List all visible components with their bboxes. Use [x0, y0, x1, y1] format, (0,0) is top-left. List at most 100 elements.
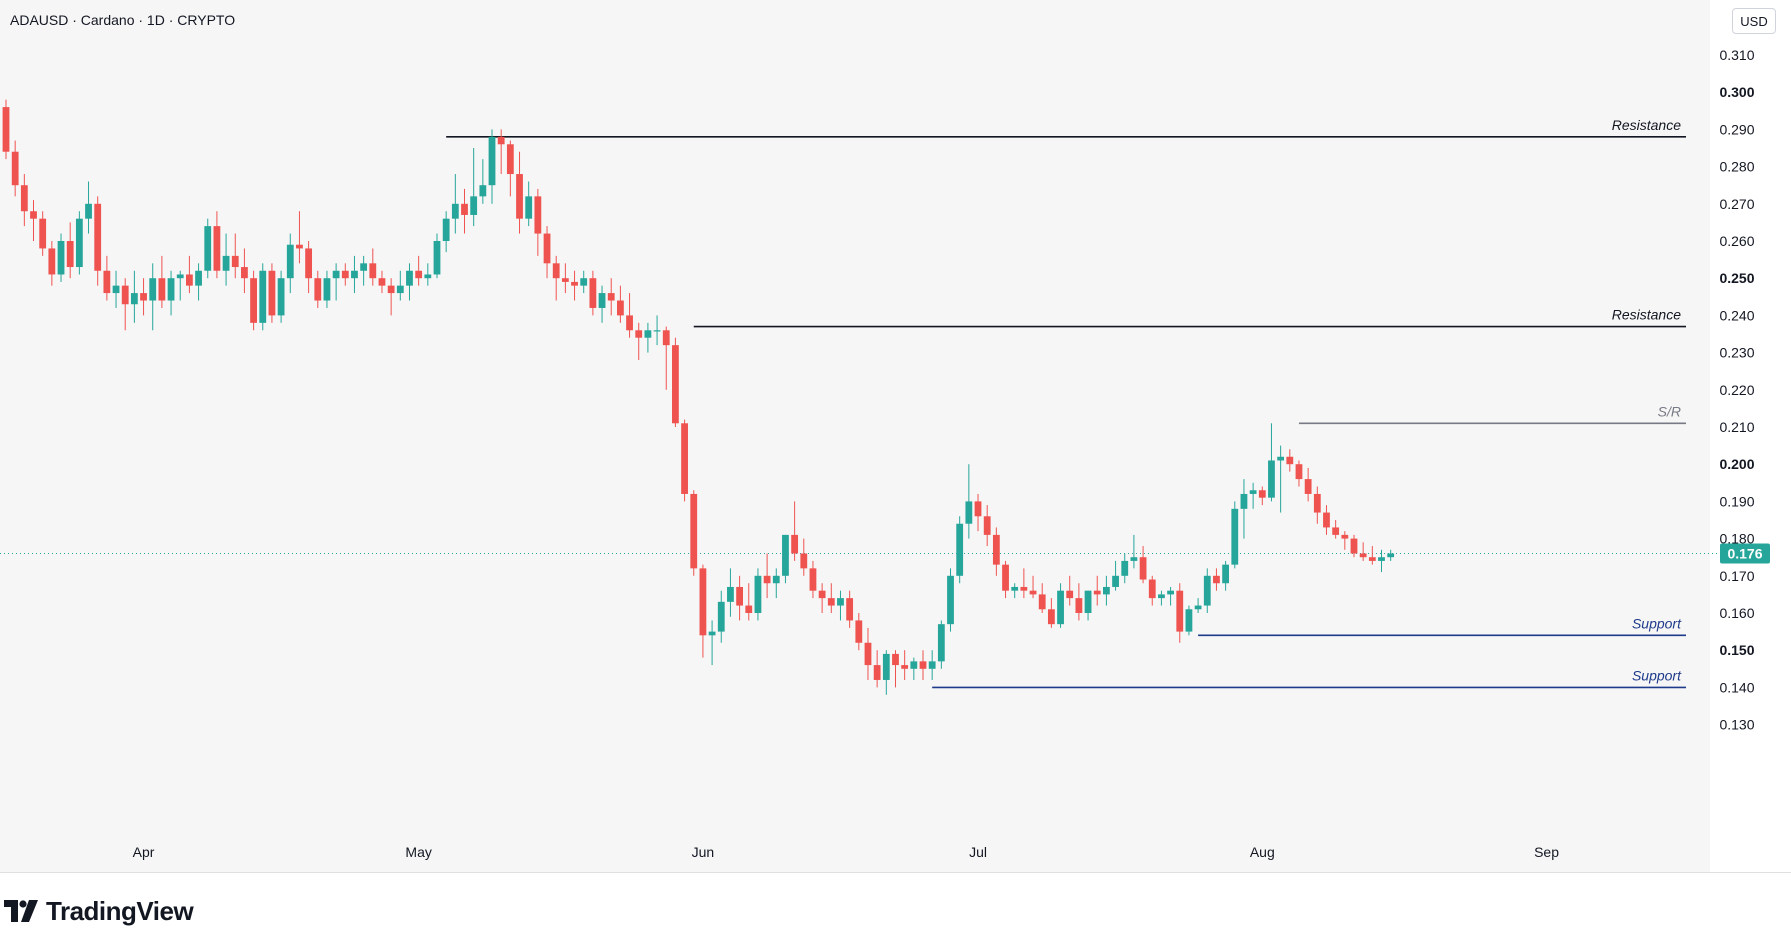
candle-down[interactable] — [892, 653, 899, 666]
candle-up[interactable] — [1222, 564, 1230, 584]
candle-up[interactable] — [1231, 508, 1239, 565]
candle-up[interactable] — [396, 285, 404, 294]
candle-up[interactable] — [470, 196, 478, 215]
candle-up[interactable] — [1203, 575, 1211, 606]
currency-button[interactable]: USD — [1732, 8, 1776, 34]
candle-up[interactable] — [782, 534, 789, 576]
candle-up[interactable] — [1268, 460, 1275, 498]
candle-down[interactable] — [250, 278, 257, 323]
candle-down[interactable] — [846, 598, 854, 621]
candle-down[interactable] — [1047, 609, 1055, 625]
candle-up[interactable] — [442, 218, 450, 241]
candle-up[interactable] — [360, 263, 368, 271]
candle-down[interactable] — [378, 278, 386, 286]
candle-up[interactable] — [1011, 586, 1019, 591]
candle-up[interactable] — [1167, 590, 1174, 595]
candle-up[interactable] — [1378, 557, 1385, 561]
candle-up[interactable] — [580, 278, 588, 286]
candle-down[interactable] — [681, 423, 688, 494]
candle-down[interactable] — [974, 501, 982, 517]
candle-down[interactable] — [818, 590, 826, 599]
candle-down[interactable] — [864, 642, 872, 666]
candle-down[interactable] — [1213, 575, 1220, 584]
candle-down[interactable] — [268, 270, 276, 316]
candle-down[interactable] — [186, 274, 193, 286]
candle-up[interactable] — [85, 203, 92, 219]
candle-up[interactable] — [323, 278, 331, 301]
chart-area[interactable] — [0, 0, 1710, 872]
candle-down[interactable] — [992, 534, 1000, 565]
candle-down[interactable] — [2, 107, 10, 152]
candle-down[interactable] — [305, 248, 313, 279]
candle-up[interactable] — [204, 226, 212, 271]
candle-up[interactable] — [1084, 590, 1092, 613]
candle-up[interactable] — [406, 270, 413, 286]
candle-up[interactable] — [167, 278, 175, 301]
candle-up[interactable] — [772, 575, 780, 584]
candle-down[interactable] — [745, 605, 753, 613]
candle-up[interactable] — [754, 575, 762, 613]
candle-up[interactable] — [488, 136, 496, 186]
candle-down[interactable] — [1350, 538, 1358, 554]
candle-down[interactable] — [20, 185, 28, 212]
candle-down[interactable] — [552, 263, 560, 279]
candle-down[interactable] — [1295, 464, 1303, 480]
candle-down[interactable] — [571, 281, 578, 286]
candle-down[interactable] — [791, 534, 799, 554]
candle-up[interactable] — [130, 293, 138, 305]
candle-down[interactable] — [39, 218, 47, 249]
candle-up[interactable] — [259, 270, 267, 323]
candle-down[interactable] — [241, 267, 248, 279]
candle-up[interactable] — [1277, 456, 1285, 461]
candle-down[interactable] — [1304, 479, 1312, 494]
candle-down[interactable] — [855, 620, 863, 643]
candle-down[interactable] — [1075, 598, 1083, 613]
candle-down[interactable] — [314, 278, 322, 301]
candle-down[interactable] — [213, 226, 221, 271]
candle-up[interactable] — [57, 241, 65, 275]
candle-up[interactable] — [1103, 586, 1110, 595]
candle-up[interactable] — [277, 278, 285, 316]
candle-up[interactable] — [1130, 557, 1138, 561]
candle-down[interactable] — [140, 293, 147, 301]
candle-up[interactable] — [286, 244, 294, 279]
candle-up[interactable] — [1057, 590, 1064, 625]
candle-down[interactable] — [1066, 590, 1074, 599]
candlestick-chart[interactable]: 0.310 0.300 0.290 0.280 0.270 0.260 0.250 0.240… — [0, 0, 1791, 872]
candle-down[interactable] — [919, 661, 927, 669]
candle-down[interactable] — [1002, 564, 1009, 591]
candle-down[interactable] — [1258, 490, 1266, 498]
candle-down[interactable] — [809, 568, 817, 591]
candle-down[interactable] — [607, 293, 615, 301]
candle-up[interactable] — [717, 601, 725, 632]
candle-down[interactable] — [158, 278, 166, 301]
candle-down[interactable] — [1029, 590, 1037, 595]
candle-down[interactable] — [763, 575, 771, 584]
candle-down[interactable] — [48, 248, 56, 275]
candle-down[interactable] — [662, 330, 670, 346]
candle-down[interactable] — [1139, 557, 1147, 580]
candle-down[interactable] — [901, 665, 909, 669]
candle-down[interactable] — [296, 244, 303, 249]
candle-down[interactable] — [1313, 493, 1321, 513]
candle-down[interactable] — [103, 270, 111, 294]
candle-down[interactable] — [1359, 553, 1367, 558]
candle-down[interactable] — [1038, 594, 1046, 610]
candle-down[interactable] — [616, 300, 624, 316]
candle-up[interactable] — [956, 523, 964, 576]
candle-down[interactable] — [415, 270, 423, 279]
candle-down[interactable] — [11, 151, 19, 186]
candle-up[interactable] — [195, 270, 202, 286]
candle-down[interactable] — [1368, 557, 1376, 561]
candle-down[interactable] — [635, 330, 643, 338]
candle-up[interactable] — [1240, 493, 1248, 509]
candle-down[interactable] — [589, 278, 597, 308]
candle-down[interactable] — [121, 285, 129, 305]
candle-down[interactable] — [699, 568, 707, 636]
candle-down[interactable] — [30, 211, 37, 219]
candle-down[interactable] — [827, 598, 835, 606]
candle-down[interactable] — [736, 586, 743, 606]
candle-down[interactable] — [341, 270, 349, 279]
candle-up[interactable] — [1112, 575, 1119, 587]
candle-up[interactable] — [332, 270, 340, 279]
